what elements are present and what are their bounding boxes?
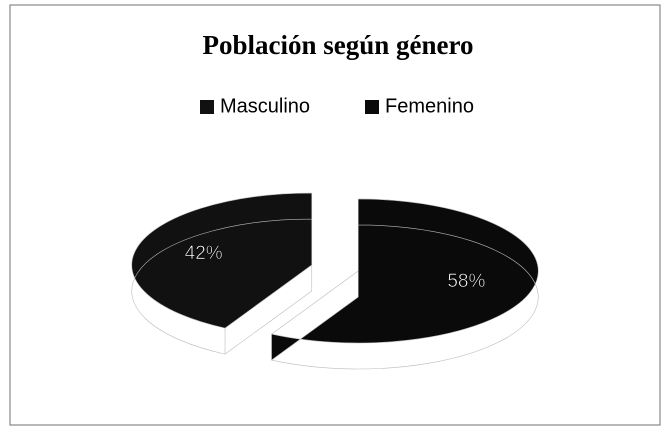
data-label: 42% — [185, 243, 223, 264]
legend-swatch — [365, 100, 379, 114]
chart-frame — [9, 4, 661, 426]
pie-slice — [271, 198, 539, 370]
data-label: 58% — [447, 271, 485, 292]
legend-label: Masculino — [220, 95, 310, 117]
pie-slice — [131, 192, 313, 355]
legend-label: Femenino — [385, 95, 474, 117]
chart-title: Población según género — [202, 30, 473, 60]
legend-swatch — [200, 100, 214, 114]
